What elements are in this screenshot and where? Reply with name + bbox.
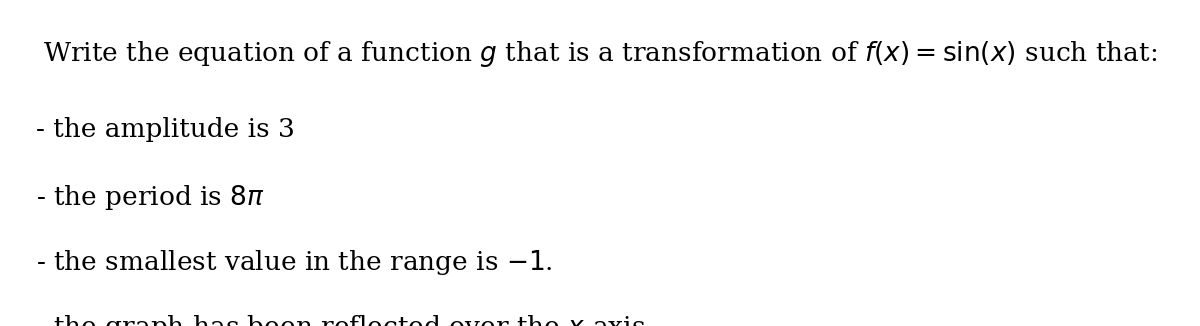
Text: - the graph has been reflected over the $x$-axis.: - the graph has been reflected over the … <box>36 313 653 326</box>
Text: - the amplitude is 3: - the amplitude is 3 <box>36 117 295 142</box>
Text: - the period is $8\pi$: - the period is $8\pi$ <box>36 183 265 212</box>
Text: Write the equation of a function $g$ that is a transformation of $f(x) = \sin(x): Write the equation of a function $g$ tha… <box>43 39 1157 69</box>
Text: - the smallest value in the range is $-1$.: - the smallest value in the range is $-1… <box>36 248 553 277</box>
